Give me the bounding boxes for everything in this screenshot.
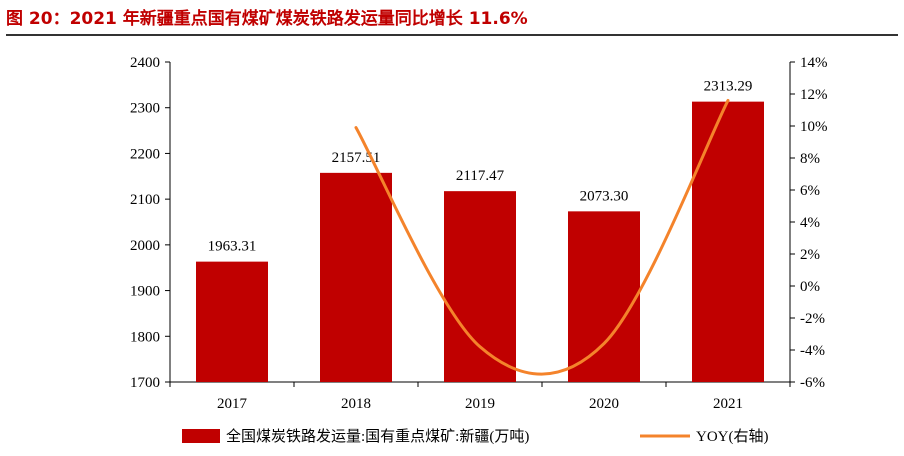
left-axis-tick-label: 1900	[130, 284, 160, 300]
x-axis-tick-label: 2020	[589, 396, 619, 412]
right-axis-tick-label: 6%	[800, 183, 820, 199]
x-axis-tick-label: 2017	[217, 396, 248, 412]
left-axis-tick-label: 1800	[130, 329, 160, 345]
right-axis: -6% -4% -2% 0% 2% 4% 6% 8% 10% 12% 14%	[789, 55, 828, 391]
bar	[196, 261, 268, 382]
x-axis-tick-label: 2018	[341, 396, 371, 412]
right-axis-tick-label: 2%	[800, 247, 820, 263]
bar-value-label: 1963.31	[208, 239, 257, 255]
right-axis-tick-label: -6%	[800, 375, 825, 391]
bar	[320, 172, 392, 382]
figure-title: 图 20：2021 年新疆重点国有煤矿煤炭铁路发运量同比增长 11.6%	[6, 9, 528, 29]
bar	[444, 191, 516, 382]
bar-series	[196, 101, 764, 382]
left-axis-tick-label: 2200	[130, 146, 160, 162]
yoy-series	[354, 98, 730, 376]
x-axis-tick-label: 2019	[465, 396, 495, 412]
legend-label-line: YOY(右轴)	[696, 428, 769, 445]
bar	[692, 101, 764, 382]
left-axis-tick-label: 2100	[130, 192, 160, 208]
left-axis-tick-label: 2000	[130, 238, 160, 254]
bar-value-label: 2313.29	[704, 79, 753, 95]
left-axis-tick-label: 1700	[130, 375, 160, 391]
x-axis-tick-label: 2021	[713, 396, 743, 412]
right-axis-tick-label: 4%	[800, 215, 820, 231]
right-axis-tick-label: 14%	[800, 55, 828, 71]
yoy-line	[354, 98, 730, 376]
right-axis-tick-label: 8%	[800, 151, 820, 167]
right-axis-tick-label: -2%	[800, 311, 825, 327]
right-axis-tick-label: 10%	[800, 119, 828, 135]
x-axis: 2017 2018 2019 2020 2021	[169, 381, 791, 412]
title-divider	[6, 34, 898, 36]
bar-value-label: 2117.47	[456, 168, 505, 184]
bar-value-label: 2073.30	[580, 188, 629, 204]
left-axis-tick-label: 2400	[130, 55, 160, 71]
left-axis-tick-label: 2300	[130, 101, 160, 117]
right-axis-tick-label: -4%	[800, 343, 825, 359]
right-axis-tick-label: 0%	[800, 279, 820, 295]
legend-swatch-bar	[182, 429, 220, 443]
right-axis-tick-label: 12%	[800, 87, 828, 103]
bar	[568, 211, 640, 382]
legend: 全国煤炭铁路发运量:国有重点煤矿:新疆(万吨) YOY(右轴)	[182, 427, 769, 445]
legend-label-bar: 全国煤炭铁路发运量:国有重点煤矿:新疆(万吨)	[226, 427, 529, 445]
left-axis: 1700 1800 1900 2000 2100 2200 2300 2400	[130, 55, 171, 391]
